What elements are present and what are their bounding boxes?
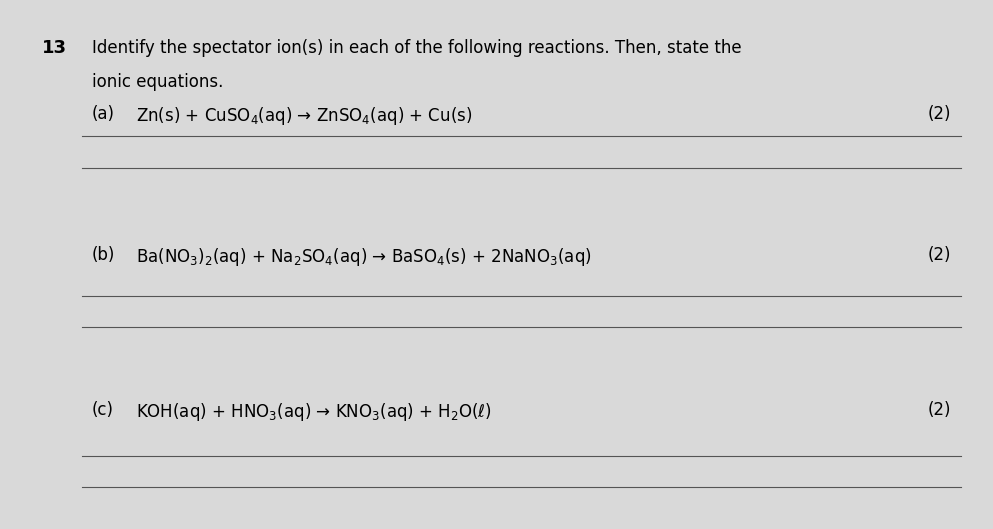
Text: Identify the spectator ion(s) in each of the following reactions. Then, state th: Identify the spectator ion(s) in each of…: [91, 40, 741, 58]
Text: Zn(s) + CuSO$_4$(aq) → ZnSO$_4$(aq) + Cu(s): Zn(s) + CuSO$_4$(aq) → ZnSO$_4$(aq) + Cu…: [136, 105, 473, 127]
Text: (2): (2): [927, 105, 950, 123]
Text: 13: 13: [43, 40, 68, 58]
Text: (c): (c): [91, 400, 113, 418]
Text: Ba(NO$_3$)$_2$(aq) + Na$_2$SO$_4$(aq) → BaSO$_4$(s) + 2NaNO$_3$(aq): Ba(NO$_3$)$_2$(aq) + Na$_2$SO$_4$(aq) → …: [136, 246, 592, 268]
Text: KOH(aq) + HNO$_3$(aq) → KNO$_3$(aq) + H$_2$O($\ell$): KOH(aq) + HNO$_3$(aq) → KNO$_3$(aq) + H$…: [136, 400, 492, 423]
Text: (2): (2): [927, 400, 950, 418]
Text: (2): (2): [927, 246, 950, 264]
Text: (a): (a): [91, 105, 114, 123]
Text: ionic equations.: ionic equations.: [91, 74, 223, 92]
Text: (b): (b): [91, 246, 115, 264]
